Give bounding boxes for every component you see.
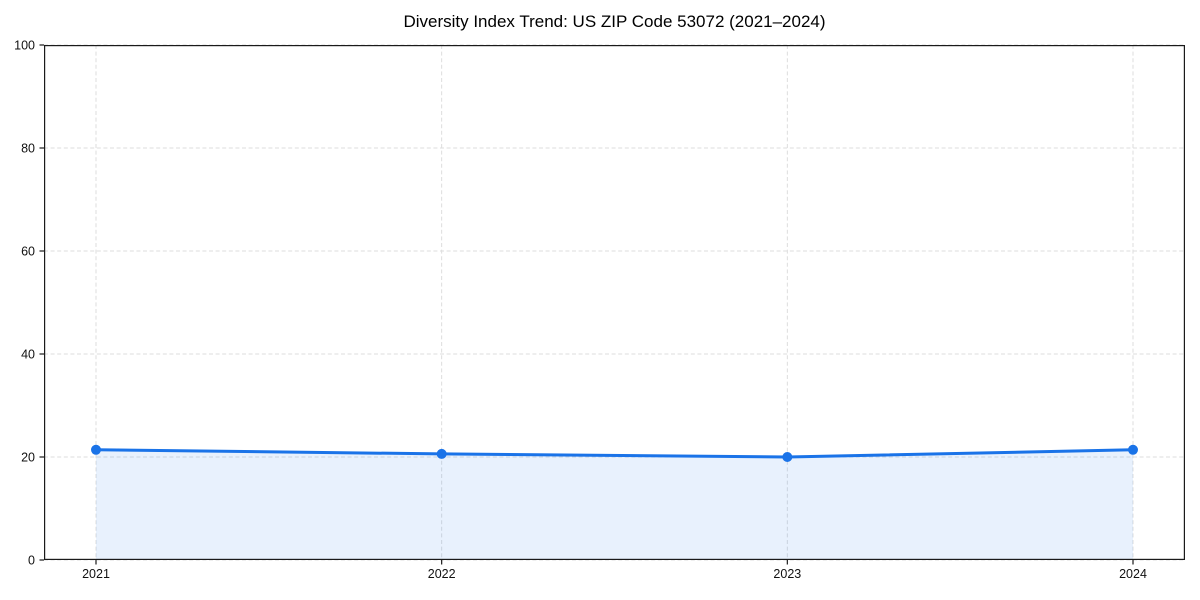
plot-area: 0 20 40 60 80 100 2021 2022 2023 2024 bbox=[14, 38, 1186, 581]
x-tick-label: 2021 bbox=[82, 567, 110, 581]
data-point-marker bbox=[436, 448, 447, 459]
y-tick-label: 40 bbox=[21, 347, 35, 361]
series-area-fill bbox=[96, 449, 1133, 560]
plot-canvas: 0 20 40 60 80 100 2021 2022 2023 2024 bbox=[14, 38, 1186, 581]
y-tick-label: 100 bbox=[14, 38, 35, 52]
x-tick-label: 2023 bbox=[773, 567, 801, 581]
y-tick-label: 80 bbox=[21, 141, 35, 155]
y-tick-label: 60 bbox=[21, 244, 35, 258]
data-point-marker bbox=[782, 452, 793, 462]
x-tick-label: 2024 bbox=[1119, 567, 1147, 581]
data-point-marker bbox=[91, 444, 101, 455]
series-line bbox=[94, 448, 1135, 459]
chart-title: Diversity Index Trend: US ZIP Code 53072… bbox=[403, 12, 826, 31]
plot-frame bbox=[44, 45, 1186, 560]
y-tick-label: 20 bbox=[21, 450, 35, 464]
y-tick-label: 0 bbox=[28, 553, 35, 567]
data-point-marker bbox=[1128, 444, 1138, 455]
x-tick-label: 2022 bbox=[428, 567, 456, 581]
